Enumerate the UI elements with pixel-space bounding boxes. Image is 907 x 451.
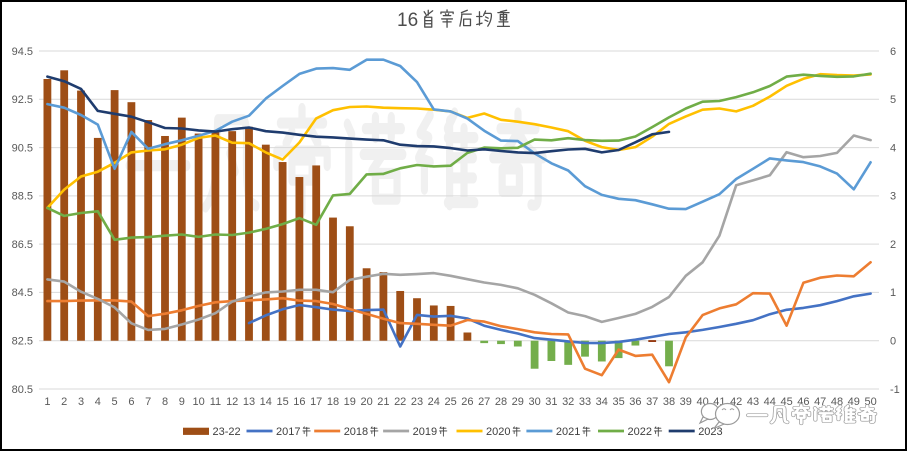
svg-text:25: 25	[444, 396, 456, 408]
svg-text:34: 34	[596, 396, 608, 408]
svg-text:9: 9	[179, 396, 185, 408]
svg-text:23-22: 23-22	[213, 426, 241, 438]
svg-text:0: 0	[890, 336, 896, 348]
svg-text:3: 3	[890, 191, 896, 203]
svg-text:10: 10	[192, 396, 204, 408]
svg-text:84.5: 84.5	[12, 287, 33, 299]
svg-text:22: 22	[394, 396, 406, 408]
svg-text:5: 5	[112, 396, 118, 408]
svg-text:2018: 2018	[344, 426, 368, 438]
svg-text:82.5: 82.5	[12, 336, 33, 348]
svg-text:3: 3	[78, 396, 84, 408]
svg-text:33: 33	[579, 396, 591, 408]
svg-text:13: 13	[243, 396, 255, 408]
svg-text:43: 43	[747, 396, 759, 408]
svg-text:45: 45	[780, 396, 792, 408]
svg-text:1: 1	[890, 287, 896, 299]
svg-text:2021: 2021	[556, 426, 580, 438]
svg-text:14: 14	[260, 396, 272, 408]
svg-text:80.5: 80.5	[12, 384, 33, 396]
svg-text:16: 16	[397, 10, 418, 31]
svg-text:5: 5	[890, 94, 896, 106]
svg-text:26: 26	[461, 396, 473, 408]
svg-text:2019: 2019	[413, 426, 437, 438]
svg-text:2023: 2023	[698, 426, 722, 438]
svg-text:2017: 2017	[276, 426, 300, 438]
svg-text:29: 29	[512, 396, 524, 408]
svg-text:28: 28	[495, 396, 507, 408]
svg-text:36: 36	[629, 396, 641, 408]
svg-text:12: 12	[226, 396, 238, 408]
svg-text:17: 17	[310, 396, 322, 408]
svg-text:94.5: 94.5	[12, 46, 33, 58]
svg-text:8: 8	[162, 396, 168, 408]
svg-text:18: 18	[327, 396, 339, 408]
svg-text:19: 19	[344, 396, 356, 408]
svg-text:32: 32	[562, 396, 574, 408]
svg-text:39: 39	[680, 396, 692, 408]
svg-text:2: 2	[890, 239, 896, 251]
svg-text:86.5: 86.5	[12, 239, 33, 251]
svg-text:6: 6	[890, 46, 896, 58]
svg-text:49: 49	[848, 396, 860, 408]
svg-text:1: 1	[44, 396, 50, 408]
svg-text:7: 7	[145, 396, 151, 408]
svg-text:27: 27	[478, 396, 490, 408]
svg-text:2022: 2022	[628, 426, 652, 438]
svg-text:23: 23	[411, 396, 423, 408]
svg-text:90.5: 90.5	[12, 142, 33, 154]
svg-text:37: 37	[646, 396, 658, 408]
svg-text:21: 21	[377, 396, 389, 408]
svg-text:44: 44	[764, 396, 776, 408]
svg-text:30: 30	[528, 396, 540, 408]
svg-text:38: 38	[663, 396, 675, 408]
svg-text:35: 35	[612, 396, 624, 408]
svg-text:24: 24	[428, 396, 440, 408]
svg-text:88.5: 88.5	[12, 191, 33, 203]
svg-text:4: 4	[890, 142, 896, 154]
svg-text:4: 4	[95, 396, 101, 408]
svg-text:-1: -1	[890, 384, 900, 396]
svg-text:47: 47	[814, 396, 826, 408]
svg-text:20: 20	[360, 396, 372, 408]
svg-text:92.5: 92.5	[12, 94, 33, 106]
svg-text:11: 11	[210, 396, 221, 408]
svg-text:2020: 2020	[486, 426, 510, 438]
svg-text:2: 2	[61, 396, 67, 408]
svg-text:15: 15	[276, 396, 288, 408]
svg-text:31: 31	[545, 396, 557, 408]
svg-text:6: 6	[128, 396, 134, 408]
svg-text:16: 16	[293, 396, 305, 408]
